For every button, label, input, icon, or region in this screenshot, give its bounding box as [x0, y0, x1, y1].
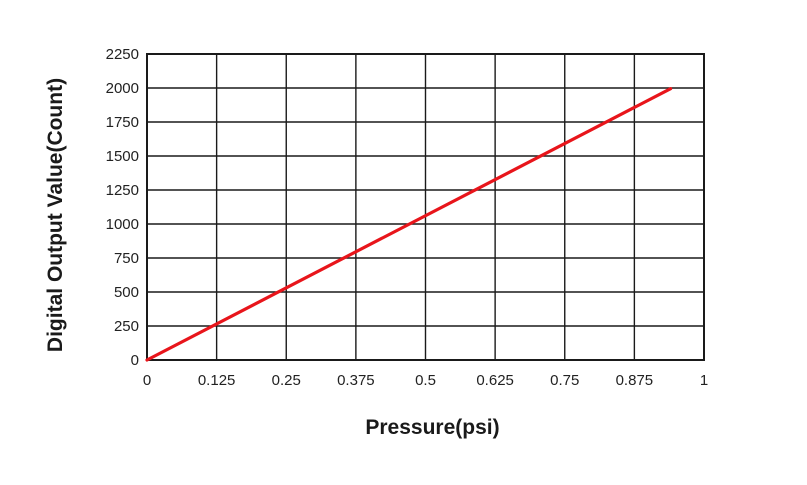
series-layer: [145, 87, 673, 362]
x-tick-labels: 0 0.125 0.25 0.375 0.5 0.625 0.75 0.875 1: [143, 372, 708, 389]
grid-lines: [146, 53, 705, 361]
x-axis-title: Pressure(psi): [365, 416, 499, 439]
y-tick-label: 2250: [106, 46, 139, 63]
x-tick-label: 1: [700, 372, 708, 389]
y-tick-label: 250: [114, 318, 139, 335]
x-tick-label: 0.75: [550, 372, 579, 389]
series-line: [145, 87, 673, 362]
y-tick-label: 1750: [106, 114, 139, 131]
y-tick-label: 500: [114, 284, 139, 301]
x-tick-label: 0.375: [337, 372, 375, 389]
x-tick-label: 0: [143, 372, 151, 389]
y-tick-label: 1000: [106, 216, 139, 233]
y-tick-label: 2000: [106, 80, 139, 97]
x-tick-label: 0.25: [272, 372, 301, 389]
y-tick-labels: 0 250 500 750 1000 1250 1500 1750 2000 2250: [106, 46, 139, 369]
x-tick-label: 0.875: [616, 372, 654, 389]
y-tick-label: 1500: [106, 148, 139, 165]
y-tick-label: 750: [114, 250, 139, 267]
plot-frame: [146, 53, 705, 361]
x-tick-label: 0.125: [198, 372, 236, 389]
y-tick-label: 0: [131, 352, 139, 369]
y-axis-title: Digital Output Value(Count): [44, 78, 67, 352]
x-tick-label: 0.5: [415, 372, 436, 389]
y-tick-label: 1250: [106, 182, 139, 199]
x-tick-label: 0.625: [476, 372, 514, 389]
